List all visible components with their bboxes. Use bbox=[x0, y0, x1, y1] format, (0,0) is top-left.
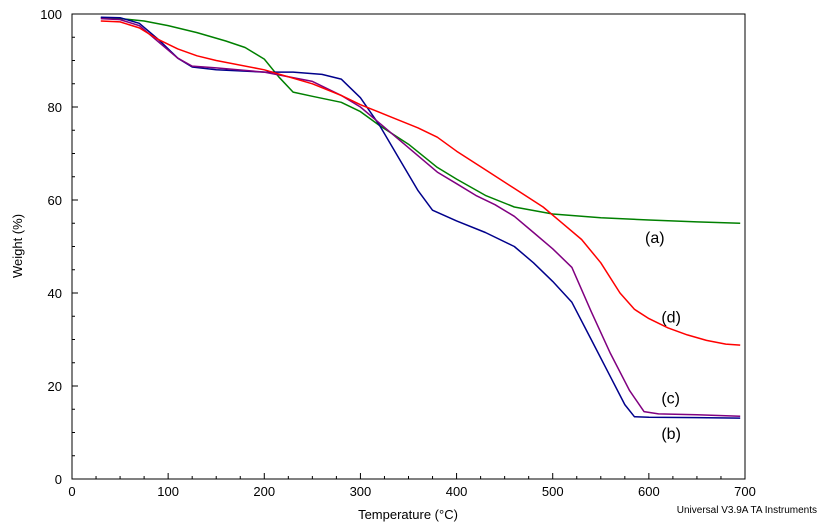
series-line-2 bbox=[100, 17, 741, 417]
series-layer bbox=[100, 16, 741, 419]
curve-label-0: (a) bbox=[645, 230, 665, 247]
series-line-0 bbox=[100, 16, 741, 224]
y-tick-label: 100 bbox=[40, 7, 62, 22]
curve-label-1: (b) bbox=[661, 426, 681, 443]
y-tick-label: 60 bbox=[48, 193, 62, 208]
series-line-3 bbox=[100, 20, 741, 346]
y-tick-label: 20 bbox=[48, 379, 62, 394]
y-tick-label: 80 bbox=[48, 100, 62, 115]
series-line-1 bbox=[100, 16, 741, 419]
y-tick-label: 40 bbox=[48, 286, 62, 301]
instrument-credit: Universal V3.9A TA Instruments bbox=[677, 505, 817, 516]
x-tick-label: 400 bbox=[446, 484, 468, 499]
x-tick-label: 500 bbox=[542, 484, 564, 499]
x-tick-label: 600 bbox=[638, 484, 660, 499]
label-layer: (a) (b) (c) (d) bbox=[645, 230, 681, 443]
curve-label-3: (d) bbox=[661, 309, 681, 326]
x-tick-label: 0 bbox=[68, 484, 75, 499]
x-tick-label: 100 bbox=[157, 484, 179, 499]
x-tick-label: 700 bbox=[734, 484, 756, 499]
y-axis-title: Weight (%) bbox=[10, 214, 25, 278]
x-axis-title: Temperature (°C) bbox=[358, 507, 458, 522]
y-tick-label: 0 bbox=[55, 472, 62, 487]
x-tick-label: 300 bbox=[350, 484, 372, 499]
x-tick-label: 200 bbox=[253, 484, 275, 499]
curve-label-2: (c) bbox=[661, 391, 680, 408]
axis-ticks: 0 100 200 300 400 500 600 700 0 20 40 60 80 100 bbox=[40, 7, 756, 499]
